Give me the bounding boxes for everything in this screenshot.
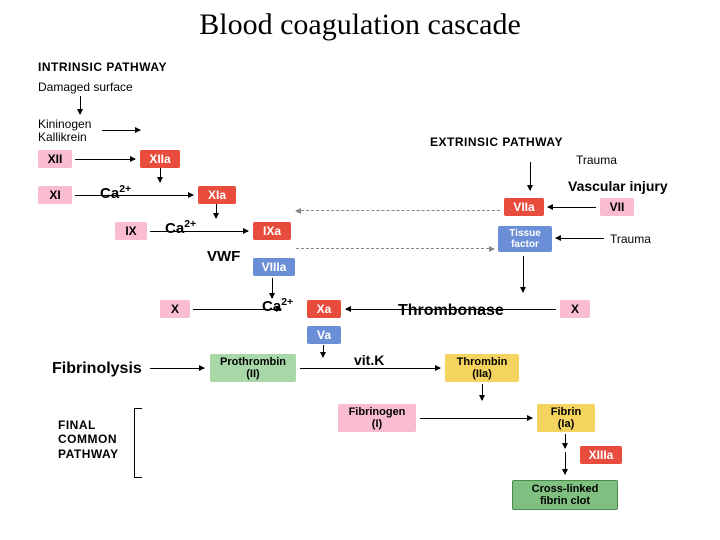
- arrow: [80, 96, 81, 114]
- factor-x-left: X: [160, 300, 190, 318]
- diagram-title: Blood coagulation cascade: [0, 8, 720, 42]
- vitk-label: vit.K: [354, 352, 384, 368]
- arrow: [75, 195, 193, 196]
- arrow: [346, 309, 556, 310]
- fibrinogen-box: Fibrinogen (I): [338, 404, 416, 432]
- factor-xa: Xa: [307, 300, 341, 318]
- arrow: [565, 452, 566, 474]
- arrow: [482, 384, 483, 400]
- sup: 2+: [119, 183, 131, 195]
- arrow: [75, 159, 135, 160]
- text: Ca: [165, 220, 184, 237]
- text: Kallikrein: [38, 130, 87, 144]
- vwf-label: VWF: [207, 248, 240, 265]
- prothrombin-box: Prothrombin (II): [210, 354, 296, 382]
- final-pathway-label: FINAL COMMON PATHWAY: [58, 418, 119, 461]
- arrow: [272, 278, 273, 298]
- kininogen-label: Kininogen Kallikrein: [38, 118, 91, 144]
- fibrinolysis-label: Fibrinolysis: [52, 360, 142, 378]
- thrombonase-label: Thrombonase: [398, 302, 504, 320]
- arrow: [556, 238, 604, 239]
- trauma-side-label: Trauma: [610, 232, 651, 246]
- arrow: [565, 434, 566, 448]
- text: Kininogen: [38, 117, 91, 131]
- arrow: [530, 162, 531, 190]
- arrow: [160, 168, 161, 182]
- arrow: [523, 256, 524, 292]
- text: Ca: [100, 185, 119, 202]
- arrow: [216, 204, 217, 218]
- factor-viiia: VIIIa: [253, 258, 295, 276]
- factor-xiia: XIIa: [140, 150, 180, 168]
- sup: 2+: [184, 218, 196, 230]
- arrow: [150, 368, 204, 369]
- extrinsic-pathway-label: EXTRINSIC PATHWAY: [430, 135, 563, 149]
- factor-viia: VIIa: [504, 198, 544, 216]
- arrow: [420, 418, 532, 419]
- factor-ixa: IXa: [253, 222, 291, 240]
- ca-2: Ca2+: [165, 218, 196, 237]
- dashed-arrow: [296, 248, 494, 249]
- factor-xii: XII: [38, 150, 72, 168]
- dashed-arrow: [296, 210, 500, 211]
- ca-3: Ca2+: [262, 296, 293, 315]
- arrow: [548, 207, 596, 208]
- ca-1: Ca2+: [100, 183, 131, 202]
- clot-box: Cross-linked fibrin clot: [512, 480, 618, 510]
- text: Ca: [262, 298, 281, 315]
- tissue-factor: Tissue factor: [498, 226, 552, 252]
- sup: 2+: [281, 296, 293, 308]
- damaged-surface-label: Damaged surface: [38, 80, 133, 94]
- factor-xi: XI: [38, 186, 72, 204]
- vascular-injury-label: Vascular injury: [568, 178, 668, 194]
- trauma-top-label: Trauma: [576, 153, 617, 167]
- arrow: [102, 130, 140, 131]
- factor-vii: VII: [600, 198, 634, 216]
- factor-xiiia: XIIIa: [580, 446, 622, 464]
- factor-ix: IX: [115, 222, 147, 240]
- fibrin-box: Fibrin (Ia): [537, 404, 595, 432]
- thrombin-box: Thrombin (IIa): [445, 354, 519, 382]
- arrow: [323, 345, 324, 357]
- bracket: [134, 408, 142, 478]
- factor-xia: XIa: [198, 186, 236, 204]
- arrow: [300, 368, 440, 369]
- factor-va: Va: [307, 326, 341, 344]
- factor-x-right: X: [560, 300, 590, 318]
- intrinsic-pathway-label: INTRINSIC PATHWAY: [38, 60, 167, 74]
